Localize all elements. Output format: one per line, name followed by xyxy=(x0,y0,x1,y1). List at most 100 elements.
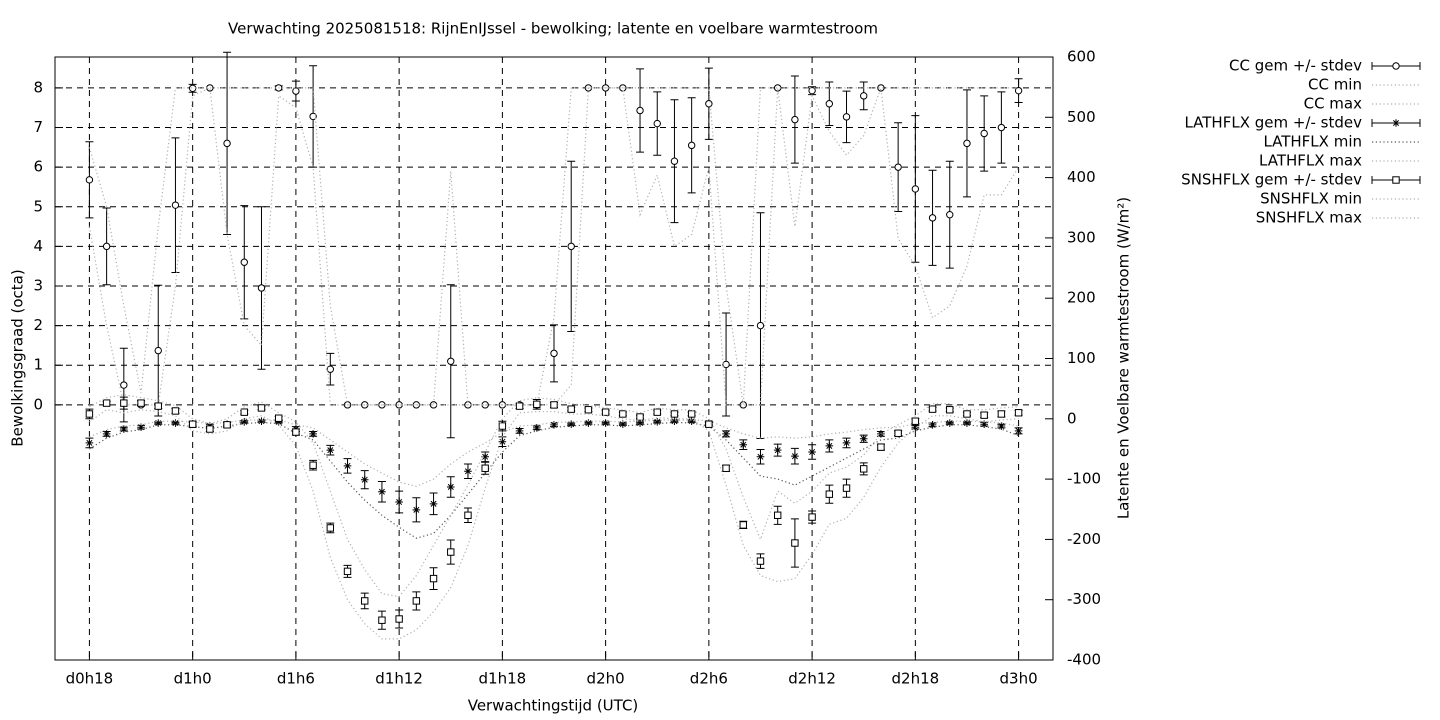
marker xyxy=(257,284,266,292)
marker xyxy=(808,448,816,456)
x-axis-label: Verwachtingstijd (UTC) xyxy=(468,697,639,715)
marker xyxy=(791,452,799,460)
marker xyxy=(980,411,988,419)
marker xyxy=(206,425,214,433)
x-tick-label: d2h18 xyxy=(892,670,940,688)
x-tick-label: d1h6 xyxy=(277,670,315,688)
marker xyxy=(842,113,851,121)
marker xyxy=(791,539,799,547)
marker xyxy=(446,483,455,491)
marker xyxy=(911,185,920,193)
marker xyxy=(240,258,248,266)
y2-tick-label: 600 xyxy=(1067,48,1096,66)
marker xyxy=(963,410,971,418)
legend-label: LATHFLX max xyxy=(1259,152,1362,170)
legend-label: SNSHFLX max xyxy=(1256,209,1362,227)
marker xyxy=(464,467,472,476)
marker xyxy=(911,423,920,432)
marker xyxy=(429,574,438,583)
marker xyxy=(584,419,593,427)
y-axis-label: Bewolkingsgraad (octa) xyxy=(9,269,27,446)
marker xyxy=(137,399,145,407)
marker xyxy=(1014,427,1023,435)
marker xyxy=(670,157,679,165)
marker xyxy=(722,464,730,472)
marker xyxy=(481,464,489,472)
y-tick-label: 7 xyxy=(33,118,43,136)
marker xyxy=(653,119,661,128)
marker xyxy=(550,421,558,429)
legend-marker xyxy=(1392,119,1400,127)
y2-tick-label: -100 xyxy=(1067,470,1101,488)
y2-tick-label: -200 xyxy=(1067,530,1101,548)
marker xyxy=(619,410,627,418)
marker xyxy=(842,439,851,447)
y-tick-label: 5 xyxy=(33,197,43,215)
x-tick-label: d2h12 xyxy=(788,670,836,688)
y-tick-label: 8 xyxy=(33,78,43,96)
marker xyxy=(550,401,558,409)
marker xyxy=(825,100,834,108)
x-tick-label: d3h0 xyxy=(1000,670,1038,688)
marker xyxy=(360,475,369,484)
marker xyxy=(464,511,472,519)
marker xyxy=(980,129,988,138)
legend-label: SNSHFLX gem +/- stdev xyxy=(1181,171,1362,189)
marker xyxy=(670,417,679,426)
marker xyxy=(395,615,403,623)
marker xyxy=(739,521,747,529)
marker xyxy=(877,443,885,451)
marker xyxy=(361,597,369,605)
marker xyxy=(808,513,816,521)
marker xyxy=(85,410,94,418)
marker xyxy=(722,430,730,438)
marker xyxy=(894,163,902,171)
marker xyxy=(636,419,644,427)
marker xyxy=(997,422,1006,430)
marker xyxy=(567,242,575,251)
marker xyxy=(102,242,111,251)
y2-tick-label: 200 xyxy=(1067,289,1096,307)
marker xyxy=(653,408,661,416)
min-max-line xyxy=(88,87,1019,406)
legend-label: CC max xyxy=(1304,95,1363,113)
x-tick-label: d1h0 xyxy=(174,670,212,688)
marker xyxy=(945,419,954,427)
marker xyxy=(1014,409,1023,417)
marker xyxy=(584,406,593,414)
marker xyxy=(567,420,576,429)
marker xyxy=(825,490,834,498)
legend-marker xyxy=(1392,62,1400,70)
legend-marker xyxy=(1392,176,1400,184)
marker xyxy=(550,349,558,358)
marker xyxy=(687,417,696,426)
marker xyxy=(687,141,696,150)
marker xyxy=(309,430,317,438)
marker xyxy=(601,419,610,427)
marker xyxy=(171,407,180,415)
min-max-line xyxy=(89,394,1019,598)
y-tick-label: 4 xyxy=(33,237,43,255)
marker xyxy=(395,498,403,506)
x-tick-label: d0h18 xyxy=(66,670,114,688)
marker xyxy=(378,616,386,624)
marker xyxy=(292,87,300,95)
marker xyxy=(240,418,249,426)
marker xyxy=(309,461,317,469)
marker xyxy=(567,405,575,413)
marker xyxy=(860,465,868,473)
marker xyxy=(154,419,163,427)
marker xyxy=(928,421,937,429)
marker xyxy=(447,548,455,556)
marker xyxy=(946,210,954,219)
marker xyxy=(756,557,765,565)
marker xyxy=(326,524,335,532)
marker xyxy=(85,439,94,447)
marker xyxy=(808,86,816,95)
x-tick-label: d2h6 xyxy=(690,670,728,688)
marker xyxy=(515,402,524,410)
marker xyxy=(102,430,111,438)
y2-tick-label: 0 xyxy=(1067,409,1077,427)
marker xyxy=(154,346,162,355)
